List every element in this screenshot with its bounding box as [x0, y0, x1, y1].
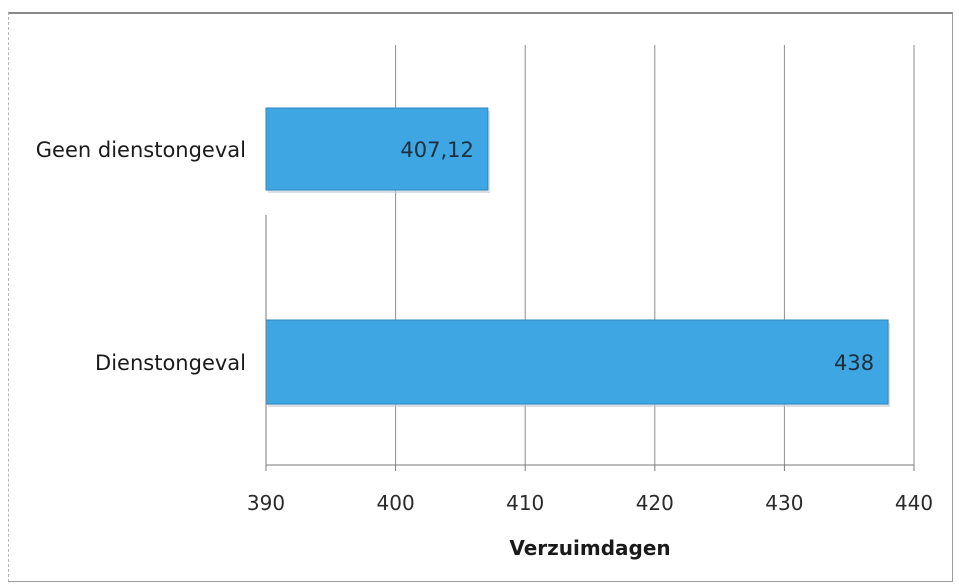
x-tick-label-420: 420	[636, 491, 674, 515]
x-tick-label-430: 430	[765, 491, 803, 515]
category-label-0: Geen dienstongeval	[36, 138, 246, 162]
category-label-1: Dienstongeval	[95, 351, 246, 375]
data-label-1: 438	[834, 351, 874, 375]
axes	[265, 215, 915, 471]
x-tick-label-440: 440	[895, 491, 933, 515]
chart-frame	[8, 12, 953, 582]
x-axis-title: Verzuimdagen	[509, 536, 670, 560]
labels: 390 400 410 420 430 440 407,12 Geen dienstongev…	[36, 138, 933, 560]
data-label-0: 407,12	[400, 138, 473, 162]
bar-1	[265, 319, 889, 405]
bars	[265, 107, 891, 407]
bar-0	[265, 107, 489, 191]
x-tick-label-390: 390	[247, 491, 285, 515]
x-tick-label-400: 400	[377, 491, 415, 515]
x-tick-label-410: 410	[506, 491, 544, 515]
